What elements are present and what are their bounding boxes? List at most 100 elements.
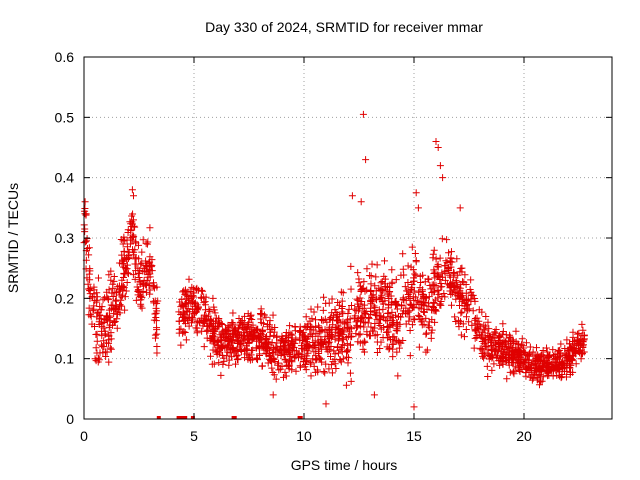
data-point [325,326,333,334]
data-point [342,318,350,326]
data-point [402,296,410,304]
data-point [544,366,552,374]
data-point [503,350,511,358]
data-point [213,338,221,346]
data-point [259,326,267,334]
data-point [508,347,516,355]
data-point [142,263,150,271]
data-point [553,371,561,379]
data-point [107,305,115,313]
data-point [494,340,502,348]
data-point [436,254,444,262]
data-point [397,313,405,321]
data-point [220,354,228,362]
data-point [130,232,138,240]
data-point [137,260,145,268]
data-point [377,285,385,293]
data-point [574,346,582,354]
data-point [227,339,235,347]
data-point [404,279,412,287]
data-point [485,325,493,333]
data-point [307,358,315,366]
data-point [400,271,408,279]
data-point [432,255,440,263]
data-point [353,323,361,331]
data-point [506,333,514,341]
data-point [569,368,577,376]
data-point [266,325,274,333]
data-point [182,336,190,344]
data-point [455,284,463,292]
data-point [398,310,406,318]
data-point [296,362,304,370]
data-point [206,334,214,342]
data-point [384,309,392,317]
data-point [218,329,226,337]
data-point [409,293,417,301]
data-point [367,280,375,288]
data-point [476,345,484,353]
data-point [86,311,94,319]
data-point [336,356,344,364]
data-point [253,344,261,352]
data-point [496,361,504,369]
data-point [334,317,342,325]
x-axis-label: GPS time / hours [291,457,398,473]
data-point [373,348,381,356]
data-point [243,325,251,333]
x-tick-label: 10 [296,428,312,444]
data-point [175,325,183,333]
data-point [281,368,289,376]
data-point [331,350,339,358]
data-point [436,162,444,170]
data-point [407,301,415,309]
data-point [372,273,380,281]
data-point [344,309,352,317]
data-point [189,316,197,324]
data-point [93,289,101,297]
data-point [338,348,346,356]
data-point [274,351,282,359]
data-point [91,355,99,363]
data-point [410,274,418,282]
data-point [131,255,139,263]
data-point [428,316,436,324]
data-point [199,316,207,324]
data-point [285,362,293,370]
data-point [414,297,422,305]
data-point [254,356,262,364]
data-point [386,313,394,321]
data-point [482,313,490,321]
data-point [217,320,225,328]
data-point [483,362,491,370]
data-point [107,329,115,337]
data-point [415,343,423,351]
data-point [288,358,296,366]
data-point [406,326,414,334]
data-point [371,282,379,290]
data-point [107,345,115,353]
data-point [115,302,123,310]
data-point [190,285,198,293]
data-point [118,283,126,291]
data-point [414,204,422,212]
data-point [361,338,369,346]
data-point [153,326,161,334]
zero-data-point [298,416,303,419]
data-point [347,285,355,293]
data-point [503,357,511,365]
data-point [85,304,93,312]
data-point [359,314,367,322]
data-point [377,293,385,301]
data-point [482,323,490,331]
data-point [81,228,89,236]
data-point [529,373,537,381]
data-point [411,316,419,324]
data-point [564,357,572,365]
data-point [209,294,217,302]
data-point [114,310,122,318]
data-point [406,352,414,360]
data-point [105,358,113,366]
data-point [266,332,274,340]
data-point [348,192,356,200]
